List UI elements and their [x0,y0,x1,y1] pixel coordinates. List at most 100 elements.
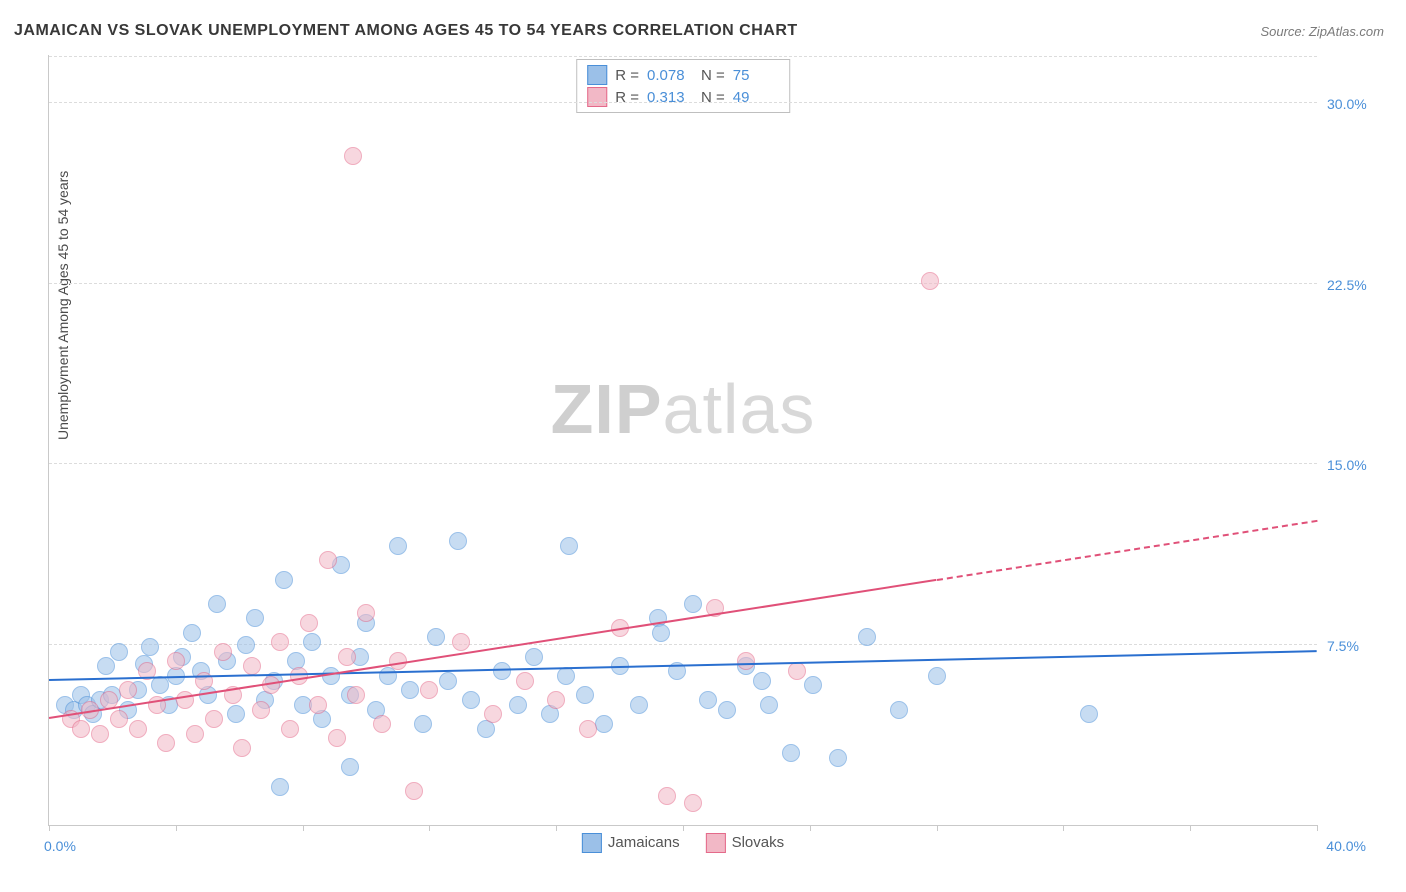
data-point [97,657,115,675]
stats-n-label: N = [701,67,725,84]
y-tick-label: 30.0% [1327,96,1387,112]
data-point [427,628,445,646]
data-point [214,643,232,661]
data-point [275,571,293,589]
data-point [560,537,578,555]
data-point [176,691,194,709]
data-point [151,676,169,694]
x-tick [810,825,811,831]
regression-line [936,520,1317,581]
data-point [357,604,375,622]
data-point [718,701,736,719]
legend-label-slovaks: Slovaks [732,834,785,851]
data-point [281,720,299,738]
data-point [1080,705,1098,723]
data-point [243,657,261,675]
data-point [788,662,806,680]
x-tick [1063,825,1064,831]
legend: Jamaicans Slovaks [582,833,784,853]
data-point [652,624,670,642]
data-point [110,710,128,728]
data-point [760,696,778,714]
data-point [252,701,270,719]
data-point [401,681,419,699]
x-tick [1317,825,1318,831]
data-point [630,696,648,714]
x-tick [683,825,684,831]
data-point [921,272,939,290]
data-point [557,667,575,685]
data-point [405,782,423,800]
gridline [49,102,1317,103]
data-point [928,667,946,685]
data-point [300,614,318,632]
data-point [576,686,594,704]
gridline [49,56,1317,57]
data-point [420,681,438,699]
legend-swatch-slovaks [706,833,726,853]
data-point [347,686,365,704]
data-point [462,691,480,709]
data-point [684,595,702,613]
stats-swatch-jamaicans [587,65,607,85]
watermark-bold: ZIP [551,370,663,448]
data-point [439,672,457,690]
watermark-light: atlas [663,370,816,448]
data-point [233,739,251,757]
stats-swatch-slovaks [587,87,607,107]
data-point [782,744,800,762]
data-point [684,794,702,812]
stats-n-value-jamaicans: 75 [733,67,779,84]
data-point [110,643,128,661]
data-point [890,701,908,719]
data-point [452,633,470,651]
data-point [449,532,467,550]
stats-r-label: R = [615,67,639,84]
data-point [373,715,391,733]
data-point [753,672,771,690]
data-point [484,705,502,723]
data-point [246,609,264,627]
stats-row-jamaicans: R = 0.078 N = 75 [587,64,779,86]
data-point [699,691,717,709]
x-axis-min-label: 0.0% [44,838,76,854]
data-point [208,595,226,613]
data-point [319,551,337,569]
x-tick [429,825,430,831]
legend-label-jamaicans: Jamaicans [608,834,680,851]
data-point [389,537,407,555]
data-point [309,696,327,714]
data-point [658,787,676,805]
y-tick-label: 15.0% [1327,457,1387,473]
data-point [338,648,356,666]
x-tick [176,825,177,831]
legend-item-slovaks: Slovaks [706,833,785,853]
data-point [91,725,109,743]
data-point [271,778,289,796]
legend-swatch-jamaicans [582,833,602,853]
gridline [49,283,1317,284]
data-point [167,652,185,670]
data-point [157,734,175,752]
x-tick [1190,825,1191,831]
chart-plot-area: ZIPatlas Unemployment Among Ages 45 to 5… [48,55,1317,826]
data-point [547,691,565,709]
data-point [271,633,289,651]
data-point [303,633,321,651]
x-tick [556,825,557,831]
data-point [141,638,159,656]
data-point [509,696,527,714]
gridline [49,463,1317,464]
y-tick-label: 22.5% [1327,277,1387,293]
data-point [804,676,822,694]
data-point [237,636,255,654]
data-point [525,648,543,666]
x-tick [49,825,50,831]
stats-box: R = 0.078 N = 75 R = 0.313 N = 49 [576,59,790,113]
data-point [829,749,847,767]
data-point [579,720,597,738]
data-point [595,715,613,733]
data-point [119,681,137,699]
legend-item-jamaicans: Jamaicans [582,833,680,853]
x-tick [937,825,938,831]
